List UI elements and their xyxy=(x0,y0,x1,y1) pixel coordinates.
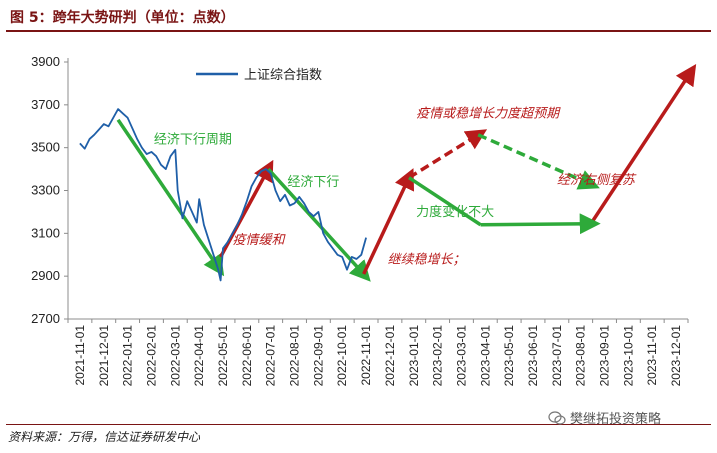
title-bar: 图 5：跨年大势研判（单位：点数） xyxy=(6,4,711,32)
x-tick-label: 2022-04-01 xyxy=(192,325,206,387)
x-tick-label: 2023-08-01 xyxy=(574,325,588,387)
x-tick-label: 2021-11-01 xyxy=(73,325,87,386)
source-note: 资料来源：万得，信达证券研发中心 xyxy=(8,430,201,444)
x-tick-label: 2023-03-01 xyxy=(454,325,468,387)
x-tick-label: 2022-07-01 xyxy=(264,325,278,387)
x-tick-label: 2022-11-01 xyxy=(359,325,373,386)
x-tick-label: 2023-01-01 xyxy=(407,325,421,387)
x-tick-label: 2022-08-01 xyxy=(288,325,302,387)
x-tick-label: 2023-10-01 xyxy=(621,325,635,387)
x-tick-label: 2023-12-01 xyxy=(669,325,683,387)
x-tick-label: 2023-04-01 xyxy=(478,325,492,387)
x-tick-label: 2022-03-01 xyxy=(168,325,182,387)
x-tick-label: 2023-09-01 xyxy=(598,325,612,387)
x-tick-label: 2023-05-01 xyxy=(502,325,516,387)
trend-arrow xyxy=(362,168,415,275)
legend: 上证综合指数 xyxy=(196,68,322,83)
annotation-label: 力度变化不大 xyxy=(416,204,494,220)
y-tick-label: 3500 xyxy=(31,140,60,155)
trend-arrow xyxy=(116,118,225,277)
watermark: 樊继拓投资策略 xyxy=(548,408,661,427)
y-tick-label: 3100 xyxy=(31,225,60,240)
trend-arrow xyxy=(480,213,601,235)
x-tick-label: 2023-11-01 xyxy=(645,325,659,386)
trend-arrow xyxy=(588,63,697,226)
annotation-label: 经济右侧复苏 xyxy=(557,173,637,188)
y-tick-label: 3300 xyxy=(31,183,60,198)
footer-rule xyxy=(6,424,711,425)
y-tick-label: 2900 xyxy=(31,268,60,283)
x-tick-label: 2022-06-01 xyxy=(240,325,254,387)
x-tick-label: 2023-06-01 xyxy=(526,325,540,387)
trend-arrow xyxy=(408,129,488,180)
trend-arrow xyxy=(267,167,371,282)
trend-arrow xyxy=(477,133,600,190)
legend-label: 上证综合指数 xyxy=(244,68,322,83)
y-tick-label: 2700 xyxy=(31,311,60,326)
x-tick-label: 2022-02-01 xyxy=(144,325,158,387)
trend-arrow xyxy=(408,176,482,227)
x-tick-label: 2021-12-01 xyxy=(97,325,111,387)
x-tick-label: 2023-07-01 xyxy=(550,325,564,387)
series-line xyxy=(79,108,367,282)
annotation-label: 疫情缓和 xyxy=(233,233,287,248)
x-tick-label: 2023-02-01 xyxy=(431,325,445,387)
y-tick-label: 3700 xyxy=(31,97,60,112)
axes: 2700 2900 3100 3300 3500 3700 3900 2021-11-01 20… xyxy=(31,54,689,387)
x-tick-label: 2022-12-01 xyxy=(383,325,397,387)
x-tick-label: 2022-10-01 xyxy=(335,325,349,387)
annotation-label: 经济下行 xyxy=(287,175,339,190)
annotation-label: 疫情或稳增长力度超预期 xyxy=(416,107,561,122)
x-tick-label: 2022-05-01 xyxy=(216,325,230,387)
series-path xyxy=(79,108,367,282)
x-tick-label: 2022-09-01 xyxy=(311,325,325,387)
annotation-label: 继续稳增长； xyxy=(388,252,466,267)
y-tick-label: 3900 xyxy=(31,54,60,69)
x-tick-label: 2022-01-01 xyxy=(121,325,135,387)
wechat-icon xyxy=(548,411,566,425)
annotation-label: 经济下行周期 xyxy=(154,132,232,147)
chart-title: 图 5：跨年大势研判（单位：点数） xyxy=(10,10,235,26)
watermark-text: 樊继拓投资策略 xyxy=(570,412,662,427)
